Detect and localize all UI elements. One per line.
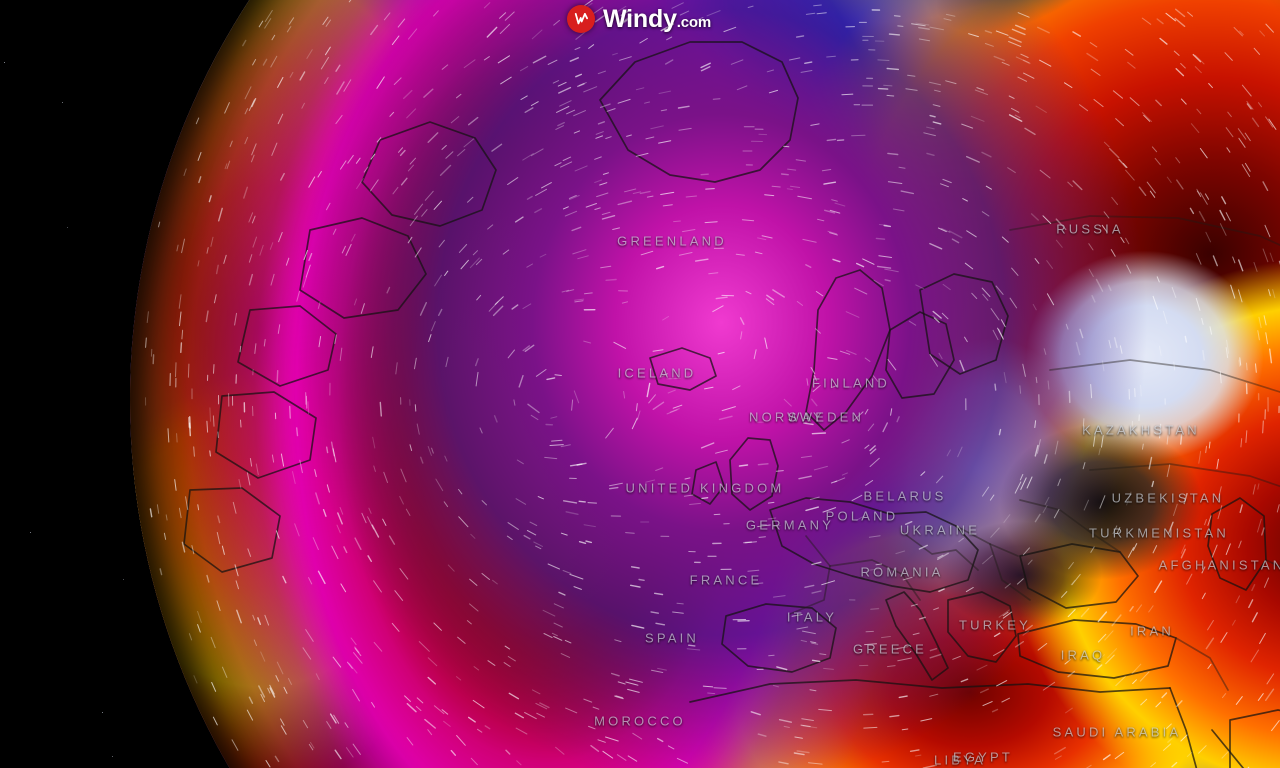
star [112,756,113,757]
star [102,712,103,713]
windy-tld: .com [676,13,711,31]
globe-limb-shading [130,0,1280,768]
star [4,62,5,63]
star [62,102,63,103]
windy-wordmark: Windy.com [603,4,711,33]
star [123,579,124,580]
globe-sphere[interactable] [130,0,1280,768]
windy-brand: Windy [603,4,677,33]
windy-watermark[interactable]: Windy.com [559,2,721,37]
star [30,532,31,533]
star [67,227,68,228]
windy-logo-icon [567,5,595,33]
coastlines-layer [183,41,1280,768]
